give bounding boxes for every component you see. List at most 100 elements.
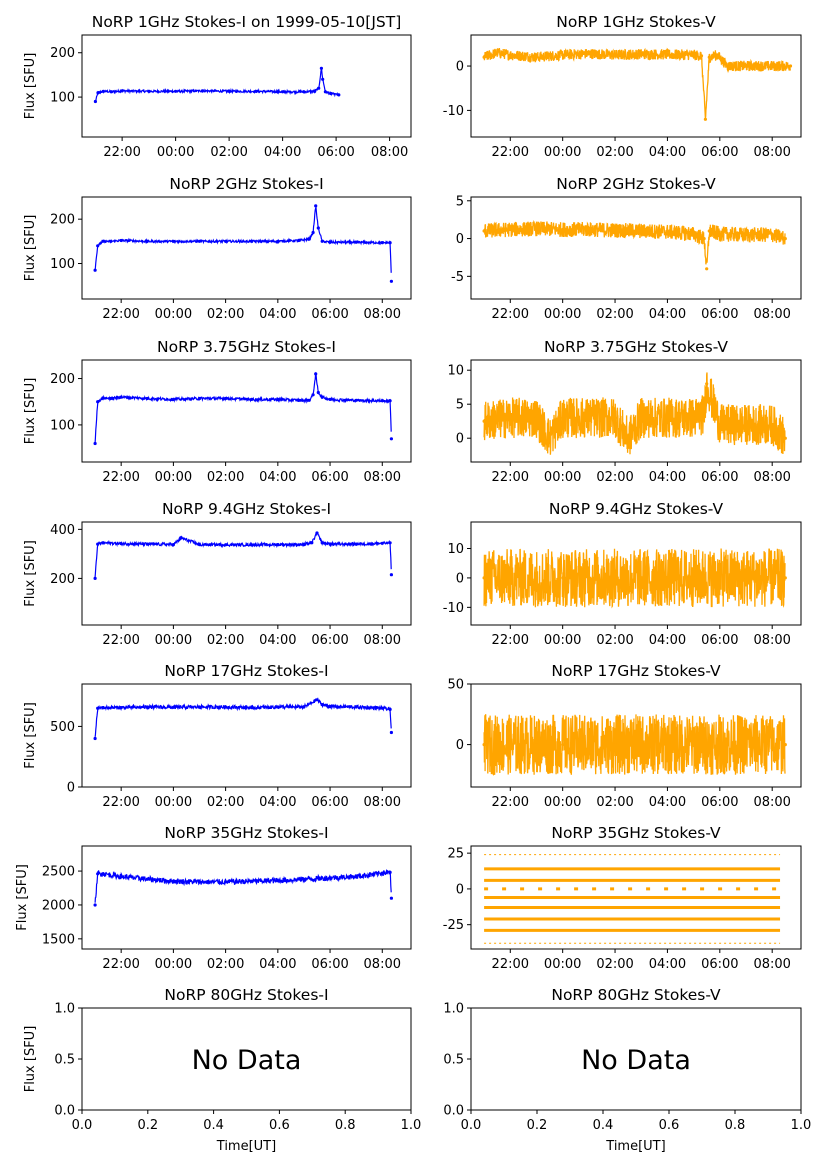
data-point	[699, 54, 704, 58]
data-point	[692, 576, 696, 580]
data-point	[96, 244, 100, 248]
y-tick-label: 25	[447, 847, 464, 862]
data-point	[320, 541, 324, 545]
panel-35GHz-stokes-v: NoRP 35GHz Stokes-V 22:00 00:00 02:00 04:00 0…	[443, 824, 802, 972]
y-tick-label: 0	[67, 781, 75, 796]
y-tick-label: 500	[50, 720, 75, 735]
x-tick-label: 0.6	[659, 1118, 680, 1133]
series-trace	[483, 548, 786, 609]
data-point	[316, 226, 320, 230]
panel-title: NoRP 9.4GHz Stokes-V	[549, 500, 724, 518]
data-point	[692, 416, 696, 420]
data-point	[171, 543, 175, 547]
data-point	[692, 53, 696, 57]
data-point	[702, 237, 706, 241]
data-point	[703, 117, 708, 121]
y-axis-label: Flux [SFU]	[23, 215, 38, 282]
data-point	[389, 573, 393, 577]
x-tick-label: 00:00	[544, 633, 581, 648]
data-point	[587, 416, 591, 420]
data-point	[101, 89, 105, 93]
data-point	[770, 743, 774, 747]
data-point	[297, 238, 301, 243]
data-point	[508, 576, 512, 580]
data-point	[388, 870, 392, 875]
data-point	[328, 397, 332, 401]
axes-frame	[81, 34, 412, 138]
data-point	[770, 64, 774, 68]
x-tick-label: 22:00	[492, 470, 529, 485]
data-point	[197, 880, 202, 884]
y-tick-label: 5	[456, 398, 464, 413]
axes-frame	[81, 1007, 412, 1111]
data-point	[197, 543, 202, 547]
no-data-label: No Data	[581, 1045, 691, 1076]
x-tick-label: 06:00	[701, 633, 738, 648]
axes-frame	[81, 196, 412, 300]
data-point	[482, 419, 486, 423]
data-point	[320, 703, 324, 707]
x-tick-label: 02:00	[210, 145, 247, 160]
y-axis-label: Flux [SFU]	[15, 864, 30, 931]
data-point	[726, 64, 730, 68]
panel-title: NoRP 80GHz Stokes-V	[551, 986, 721, 1004]
x-tick-label: 04:00	[259, 470, 296, 485]
x-tick-label: 08:00	[364, 470, 401, 485]
x-tick-label: 00:00	[157, 145, 194, 160]
axes-frame	[470, 845, 802, 950]
data-point	[93, 576, 97, 581]
data-point	[561, 416, 565, 420]
data-point	[319, 66, 323, 70]
data-point	[302, 543, 306, 547]
x-tick-label: 0.8	[725, 1118, 746, 1133]
data-point	[109, 396, 113, 401]
x-tick-label: 02:00	[207, 633, 244, 648]
x-tick-label: 04:00	[649, 957, 686, 972]
data-point	[482, 743, 486, 747]
data-point	[250, 397, 254, 401]
data-point	[224, 543, 228, 547]
x-tick-label: 00:00	[155, 470, 192, 485]
data-point	[120, 89, 124, 93]
x-tick-label: 02:00	[596, 470, 633, 485]
data-point	[744, 233, 748, 237]
data-point	[613, 576, 617, 580]
data-point	[93, 99, 97, 104]
panel-title: NoRP 2GHz Stokes-I	[169, 175, 323, 193]
y-tick-label: -5	[451, 270, 464, 285]
data-point	[317, 86, 321, 90]
data-point	[707, 229, 711, 233]
x-tick-label: 0.4	[203, 1118, 224, 1133]
axes-frame	[81, 521, 412, 626]
data-point	[147, 89, 151, 93]
x-tick-label: 00:00	[155, 795, 192, 810]
x-tick-label: 06:00	[311, 633, 348, 648]
x-tick-label: 22:00	[492, 145, 529, 160]
data-point	[534, 743, 539, 747]
x-tick-label: 06:00	[311, 307, 348, 322]
data-point	[783, 743, 787, 747]
data-point	[718, 576, 722, 580]
x-tick-label: 02:00	[207, 307, 244, 322]
data-point	[389, 896, 393, 900]
data-point	[145, 705, 149, 709]
data-point	[639, 52, 643, 56]
series-trace	[483, 372, 786, 455]
data-point	[328, 542, 332, 546]
data-point	[482, 576, 486, 580]
series-trace	[483, 220, 786, 265]
data-point	[508, 416, 512, 420]
y-tick-label: 0	[456, 571, 464, 586]
data-point	[548, 436, 552, 440]
data-point	[665, 230, 670, 234]
y-tick-label: 2000	[42, 898, 75, 913]
x-tick-label: 02:00	[596, 307, 633, 322]
data-point	[101, 706, 105, 710]
axes-frame	[81, 683, 412, 788]
data-point	[665, 743, 670, 747]
y-tick-label: 100	[50, 418, 75, 433]
data-point	[323, 90, 327, 94]
series-trace	[94, 697, 392, 737]
panel-1GHz-stokes-i: NoRP 1GHz Stokes-I on 1999-05-10[JST] 22:…	[23, 13, 412, 160]
data-point	[96, 542, 100, 546]
